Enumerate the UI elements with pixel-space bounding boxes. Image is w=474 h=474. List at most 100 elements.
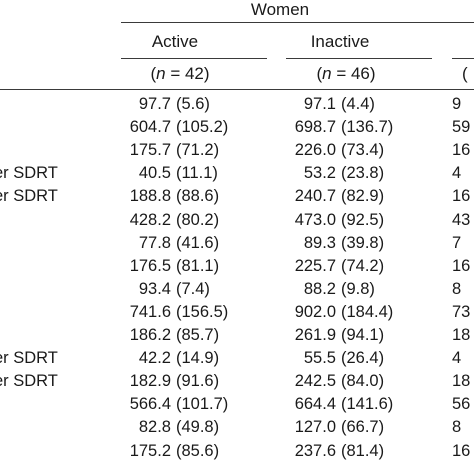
inactive-mean: 664.4 [284, 394, 336, 414]
cell-inactive: 55.5 (26.4) [284, 348, 384, 368]
active-sd: (85.7) [171, 325, 219, 345]
cell-clipped: 8 [452, 279, 461, 299]
active-mean: 175.2 [119, 441, 171, 461]
inactive-mean: 97.1 [284, 94, 336, 114]
column-rule-clipped [452, 58, 474, 59]
inactive-mean: 261.9 [284, 325, 336, 345]
sample-size-clipped: ( [462, 64, 474, 84]
row-label: er SDRT [0, 186, 58, 206]
inactive-sd: (66.7) [336, 417, 384, 437]
column-header-active: Active [120, 32, 230, 52]
active-sd: (5.6) [171, 94, 210, 114]
inactive-mean: 240.7 [284, 186, 336, 206]
cell-inactive: 53.2 (23.8) [284, 163, 384, 183]
cell-clipped: 56 [452, 394, 470, 414]
cell-active: 97.7 (5.6) [119, 94, 210, 114]
cell-active: 188.8 (88.6) [119, 186, 219, 206]
cell-active: 566.4 (101.7) [119, 394, 228, 414]
cell-active: 182.9 (91.6) [119, 371, 219, 391]
row-label: er SDRT [0, 371, 58, 391]
cell-clipped: 7 [452, 233, 461, 253]
cell-active: 741.6 (156.5) [119, 302, 228, 322]
column-rule-inactive [286, 58, 432, 59]
group-rule [121, 22, 474, 23]
active-sd: (105.2) [171, 117, 228, 137]
active-mean: 77.8 [119, 233, 171, 253]
inactive-sd: (26.4) [336, 348, 384, 368]
cell-clipped: 8 [452, 417, 461, 437]
cell-active: 77.8 (41.6) [119, 233, 219, 253]
inactive-sd: (73.4) [336, 140, 384, 160]
cell-inactive: 88.2 (9.8) [284, 279, 375, 299]
inactive-sd: (39.8) [336, 233, 384, 253]
inactive-sd: (74.2) [336, 256, 384, 276]
inactive-sd: (81.4) [336, 441, 384, 461]
header-bottom-rule [0, 89, 474, 90]
inactive-mean: 473.0 [284, 210, 336, 230]
inactive-sd: (82.9) [336, 186, 384, 206]
cell-clipped: 43 [452, 210, 470, 230]
group-title-women: Women [180, 0, 380, 20]
cell-inactive: 127.0 (66.7) [284, 417, 384, 437]
active-sd: (49.8) [171, 417, 219, 437]
inactive-sd: (4.4) [336, 94, 375, 114]
active-mean: 182.9 [119, 371, 171, 391]
cell-active: 175.7 (71.2) [119, 140, 219, 160]
active-sd: (88.6) [171, 186, 219, 206]
cell-active: 428.2 (80.2) [119, 210, 219, 230]
cell-clipped: 18 [452, 371, 470, 391]
inactive-mean: 242.5 [284, 371, 336, 391]
active-mean: 186.2 [119, 325, 171, 345]
active-sd: (71.2) [171, 140, 219, 160]
active-mean: 428.2 [119, 210, 171, 230]
inactive-sd: (92.5) [336, 210, 384, 230]
inactive-sd: (94.1) [336, 325, 384, 345]
column-header-inactive: Inactive [285, 32, 395, 52]
inactive-sd: (136.7) [336, 117, 393, 137]
inactive-mean: 698.7 [284, 117, 336, 137]
inactive-mean: 226.0 [284, 140, 336, 160]
cell-inactive: 473.0 (92.5) [284, 210, 384, 230]
cell-active: 40.5 (11.1) [119, 163, 218, 183]
cell-clipped: 16 [452, 441, 470, 461]
active-mean: 82.8 [119, 417, 171, 437]
active-sd: (85.6) [171, 441, 219, 461]
inactive-mean: 89.3 [284, 233, 336, 253]
inactive-sd: (9.8) [336, 279, 375, 299]
inactive-mean: 88.2 [284, 279, 336, 299]
inactive-mean: 225.7 [284, 256, 336, 276]
cell-active: 175.2 (85.6) [119, 441, 219, 461]
active-mean: 42.2 [119, 348, 171, 368]
active-mean: 175.7 [119, 140, 171, 160]
cell-active: 42.2 (14.9) [119, 348, 219, 368]
inactive-mean: 902.0 [284, 302, 336, 322]
inactive-mean: 53.2 [284, 163, 336, 183]
cell-inactive: 240.7 (82.9) [284, 186, 384, 206]
sample-size-active: (n = 42) [120, 64, 240, 84]
cell-clipped: 9 [452, 94, 461, 114]
cell-inactive: 97.1 (4.4) [284, 94, 375, 114]
inactive-sd: (84.0) [336, 371, 384, 391]
active-sd: (91.6) [171, 371, 219, 391]
row-label: er SDRT [0, 163, 58, 183]
cell-active: 604.7 (105.2) [119, 117, 228, 137]
cell-inactive: 89.3 (39.8) [284, 233, 384, 253]
active-mean: 176.5 [119, 256, 171, 276]
inactive-sd: (141.6) [336, 394, 393, 414]
cell-inactive: 237.6 (81.4) [284, 441, 384, 461]
cell-inactive: 664.4 (141.6) [284, 394, 393, 414]
active-sd: (81.1) [171, 256, 219, 276]
cell-active: 176.5 (81.1) [119, 256, 219, 276]
cell-active: 93.4 (7.4) [119, 279, 210, 299]
cell-clipped: 59 [452, 117, 470, 137]
active-sd: (101.7) [171, 394, 228, 414]
cell-inactive: 225.7 (74.2) [284, 256, 384, 276]
active-mean: 93.4 [119, 279, 171, 299]
cell-clipped: 4 [452, 348, 461, 368]
cell-inactive: 242.5 (84.0) [284, 371, 384, 391]
active-sd: (80.2) [171, 210, 219, 230]
active-mean: 188.8 [119, 186, 171, 206]
cell-active: 186.2 (85.7) [119, 325, 219, 345]
active-mean: 97.7 [119, 94, 171, 114]
cell-active: 82.8 (49.8) [119, 417, 219, 437]
